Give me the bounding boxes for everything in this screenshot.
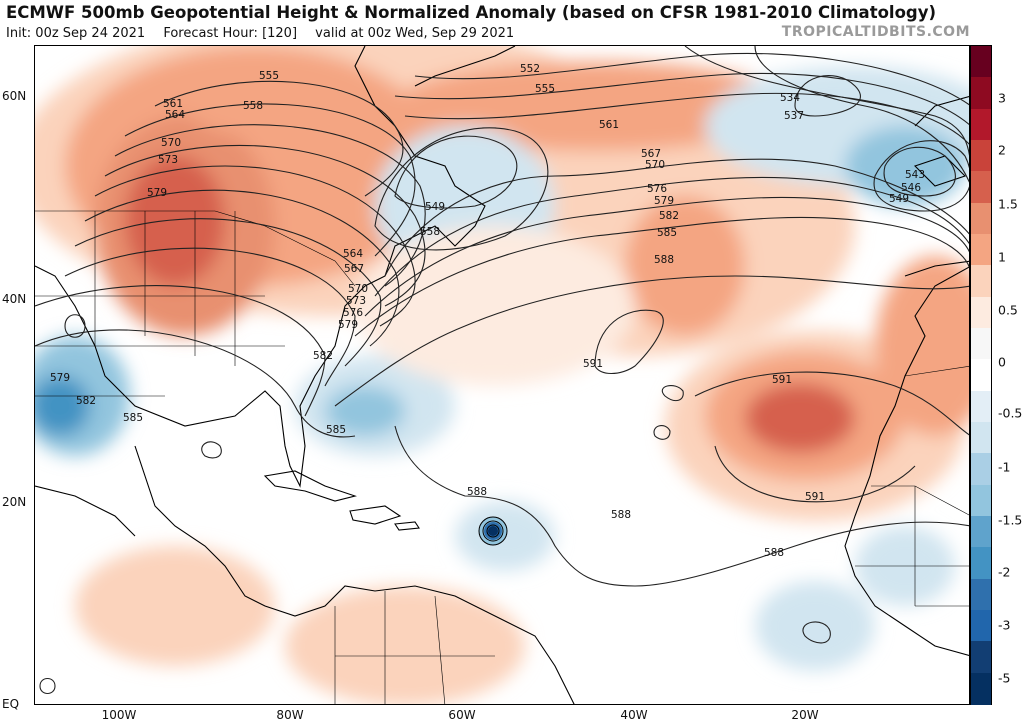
contour-labels: 552 555 555 558 561 564 570 573 579 549 … [50,63,925,559]
colorbar-segment [971,202,991,235]
contour-label: 567 [344,263,364,275]
contour-label: 570 [161,137,181,149]
contour-label: 552 [520,63,540,75]
lat-label-20n: 20N [2,495,27,509]
contour-label: 573 [158,154,178,166]
contour-label: 585 [123,412,143,424]
contour-label: 537 [784,110,804,122]
political-borders [35,210,969,704]
contour-label: 588 [654,254,674,266]
colorbar-label: 0 [998,354,1006,370]
init-time: Init: 00z Sep 24 2021 [6,26,146,41]
colorbar-segment [971,140,991,172]
contour-label: 588 [611,509,631,521]
lon-label-100w: 100W [101,708,137,722]
contour-label: 567 [641,148,661,160]
contour-label: 564 [165,109,185,121]
lon-label-80w: 80W [276,708,304,722]
forecast-hour: Forecast Hour: [120] [163,26,298,41]
contour-label: 588 [764,547,784,559]
contour-label: 555 [535,83,555,95]
contour-label: 585 [657,227,677,239]
colorbar [970,45,992,705]
lat-label-40n: 40N [2,292,27,306]
colorbar-segment [971,296,991,329]
valid-time: valid at 00z Wed, Sep 29 2021 [315,26,515,41]
contour-label: 591 [805,491,825,503]
contour-label: 585 [326,424,346,436]
colorbar-label: 1 [998,249,1006,265]
contour-label: 558 [243,100,263,112]
lon-label-20w: 20W [791,708,819,722]
contour-label: 546 [901,182,921,194]
contour-label: 543 [905,169,925,181]
storm-anomaly [478,516,508,546]
contour-label: 579 [654,195,674,207]
colorbar-label: 3 [998,90,1006,106]
map-panel: 552 555 555 558 561 564 570 573 579 549 … [34,45,970,705]
colorbar-segment [971,672,991,705]
colorbar-label: -1 [998,459,1011,475]
colorbar-segment [971,390,991,423]
contour-label: 579 [338,319,358,331]
colorbar-label: -1.5 [998,512,1023,528]
contour-label: 582 [659,210,679,222]
contour-label: 555 [259,70,279,82]
colorbar-segment [971,641,991,674]
colorbar-segment [971,234,991,266]
colorbar-segment [971,265,991,298]
contour-label: 588 [467,486,487,498]
contour-label: 582 [76,395,96,407]
colorbar-label: 1.5 [998,196,1018,212]
colorbar-label: -3 [998,617,1011,633]
colorbar-segment [971,422,991,454]
colorbar-label: 2 [998,142,1006,158]
contour-label: 570 [645,159,665,171]
colorbar-label: 0.5 [998,302,1018,318]
contour-label: 549 [425,201,445,213]
colorbar-segment [971,171,991,204]
map-title: ECMWF 500mb Geopotential Height & Normal… [6,3,937,22]
contour-label: 576 [647,183,667,195]
colorbar-segment [971,453,991,486]
map-subtitle: Init: 00z Sep 24 2021 Forecast Hour: [12… [6,26,528,41]
lat-label-60n: 60N [2,89,27,103]
contour-label: 579 [147,187,167,199]
lon-label-60w: 60W [448,708,476,722]
watermark: TROPICALTIDBITS.COM [781,24,970,40]
contour-label: 549 [889,193,909,205]
contour-label: 558 [420,226,440,238]
contour-label: 534 [780,92,800,104]
colorbar-label: -2 [998,564,1011,580]
contour-label: 576 [343,307,363,319]
colorbar-label: -0.5 [998,405,1023,421]
height-contours [35,46,969,695]
contour-label: 591 [583,358,603,370]
colorbar-segment [971,547,991,580]
lat-label-eq: EQ [2,697,20,711]
colorbar-label: -5 [998,670,1011,686]
contour-label: 561 [599,119,619,131]
colorbar-segment [971,578,991,611]
contour-label: 573 [346,295,366,307]
colorbar-segment [971,359,991,392]
contour-label: 570 [348,283,368,295]
contour-label: 564 [343,248,363,260]
map-canvas: 552 555 555 558 561 564 570 573 579 549 … [35,46,969,704]
colorbar-segment [971,108,991,141]
contour-label: 579 [50,372,70,384]
colorbar-segment [971,328,991,360]
contour-label: 582 [313,350,333,362]
lon-label-40w: 40W [620,708,648,722]
colorbar-segment [971,77,991,110]
colorbar-segment [971,610,991,642]
colorbar-segment [971,46,991,78]
contour-label: 591 [772,374,792,386]
contour-label: 561 [163,98,183,110]
colorbar-segment [971,516,991,548]
colorbar-segment [971,484,991,517]
